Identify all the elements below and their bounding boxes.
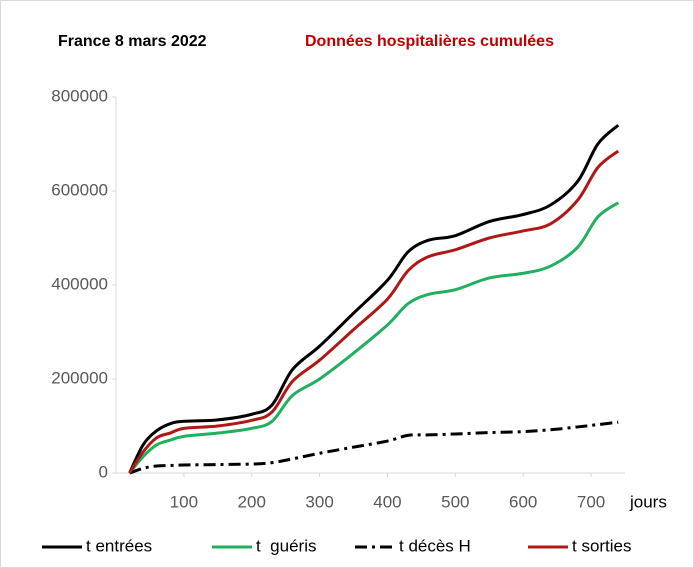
x-tick-label: 300 xyxy=(305,492,333,511)
legend-label: t entrées xyxy=(86,536,152,555)
x-tick-label: 200 xyxy=(238,492,266,511)
chart-subtitle: Données hospitalières cumulées xyxy=(305,33,554,50)
x-tick-label: 600 xyxy=(509,492,537,511)
y-tick-label: 800000 xyxy=(51,86,108,105)
legend-label: t guéris xyxy=(256,536,316,555)
y-tick-label: 400000 xyxy=(51,274,108,293)
y-tick-label: 200000 xyxy=(51,368,108,387)
y-tick-label: 0 xyxy=(99,462,108,481)
y-tick-label: 600000 xyxy=(51,180,108,199)
chart-title: France 8 mars 2022 xyxy=(58,33,207,50)
x-tick-label: 500 xyxy=(441,492,469,511)
x-tick-label: 700 xyxy=(577,492,605,511)
legend-label: t décès H xyxy=(399,536,471,555)
series-line xyxy=(128,124,620,474)
x-axis-label: jours xyxy=(629,492,667,511)
series-line xyxy=(128,149,620,474)
legend-label: t sorties xyxy=(572,536,632,555)
series-line xyxy=(129,420,619,475)
x-tick-label: 400 xyxy=(373,492,401,511)
series-line xyxy=(128,201,620,474)
x-tick-label: 100 xyxy=(170,492,198,511)
